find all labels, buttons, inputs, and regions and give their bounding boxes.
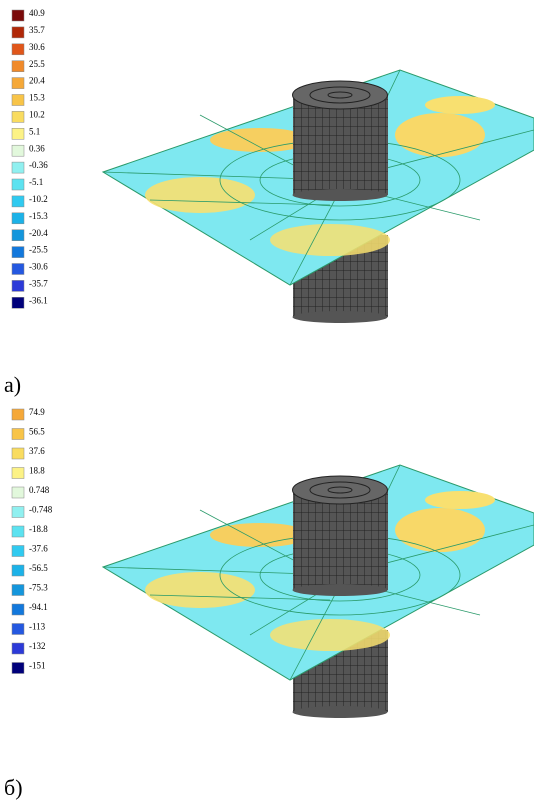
legend-label: 15.3 xyxy=(29,93,45,103)
legend-swatch xyxy=(12,145,24,156)
legend-swatch xyxy=(12,448,24,459)
legend-label: -35.7 xyxy=(29,278,48,288)
legend-label: 40.9 xyxy=(29,8,45,18)
legend-label: -30.6 xyxy=(29,262,48,272)
legend-label: 35.7 xyxy=(29,25,45,35)
legend-swatch xyxy=(12,487,24,498)
legend-label: 25.5 xyxy=(29,59,45,69)
legend-label: -132 xyxy=(29,641,46,651)
legend-label: -94.1 xyxy=(29,602,48,612)
panel-label: б) xyxy=(4,775,23,800)
legend-label: 20.4 xyxy=(29,76,45,86)
legend-label: -36.1 xyxy=(29,295,48,305)
legend-swatch xyxy=(12,10,24,21)
fem-model-b xyxy=(103,465,534,718)
legend-label: -25.5 xyxy=(29,245,48,255)
legend-swatch xyxy=(12,663,24,674)
legend-swatch xyxy=(12,78,24,89)
legend-label: 56.5 xyxy=(29,427,45,437)
legend-label: 74.9 xyxy=(29,407,45,417)
fem-model-a xyxy=(103,70,534,323)
panel-a: 40.9 35.7 30.6 25.5 20.4 15.3 10.2 5.1 0.36 -0.36… xyxy=(4,8,48,397)
legend-label: 0.748 xyxy=(29,485,50,495)
legend-swatch xyxy=(12,280,24,291)
legend-label: -151 xyxy=(29,661,46,671)
legend-label: -10.2 xyxy=(29,194,48,204)
legend-swatch xyxy=(12,247,24,258)
legend-swatch xyxy=(12,624,24,635)
legend-label: 5.1 xyxy=(29,126,40,136)
legend-swatch xyxy=(12,196,24,207)
legend-swatch xyxy=(12,111,24,122)
legend-swatch xyxy=(12,546,24,557)
panel-b: 74.9 56.5 37.6 18.8 0.748 -0.748 -18.8 -37.6 -56… xyxy=(4,407,53,800)
legend-label: -20.4 xyxy=(29,228,48,238)
legend-swatch xyxy=(12,162,24,173)
legend-label: -15.3 xyxy=(29,211,48,221)
figure: 40.9 35.7 30.6 25.5 20.4 15.3 10.2 5.1 0.36 -0.36… xyxy=(0,0,534,801)
legend-swatch xyxy=(12,230,24,241)
legend-swatch xyxy=(12,297,24,308)
legend-swatch xyxy=(12,213,24,224)
legend-label: -0.36 xyxy=(29,160,48,170)
legend-swatch xyxy=(12,264,24,275)
legend-label: -37.6 xyxy=(29,544,48,554)
legend-label: -18.8 xyxy=(29,524,48,534)
legend-label: 18.8 xyxy=(29,466,45,476)
legend-label: -0.748 xyxy=(29,505,53,515)
panel-label: a) xyxy=(4,372,21,397)
legend-swatch xyxy=(12,604,24,615)
legend-label: -56.5 xyxy=(29,563,48,573)
legend-swatch xyxy=(12,468,24,479)
legend-swatch xyxy=(12,179,24,190)
legend-swatch xyxy=(12,44,24,55)
legend-label: -75.3 xyxy=(29,583,48,593)
legend-swatch xyxy=(12,585,24,596)
legend-swatch xyxy=(12,61,24,72)
legend-label: 37.6 xyxy=(29,446,45,456)
legend-swatch xyxy=(12,409,24,420)
legend-swatch xyxy=(12,565,24,576)
legend-label: -113 xyxy=(29,622,46,632)
legend-swatch xyxy=(12,526,24,537)
legend-swatch xyxy=(12,429,24,440)
legend-swatch xyxy=(12,643,24,654)
legend-swatch xyxy=(12,507,24,518)
legend-label: 10.2 xyxy=(29,109,45,119)
legend-label: 30.6 xyxy=(29,42,45,52)
figure-canvas: 40.9 35.7 30.6 25.5 20.4 15.3 10.2 5.1 0.36 -0.36… xyxy=(0,0,534,801)
legend-label: 0.36 xyxy=(29,143,45,153)
legend-swatch xyxy=(12,128,24,139)
legend-swatch xyxy=(12,27,24,38)
legend-label: -5.1 xyxy=(29,177,43,187)
legend-swatch xyxy=(12,95,24,106)
